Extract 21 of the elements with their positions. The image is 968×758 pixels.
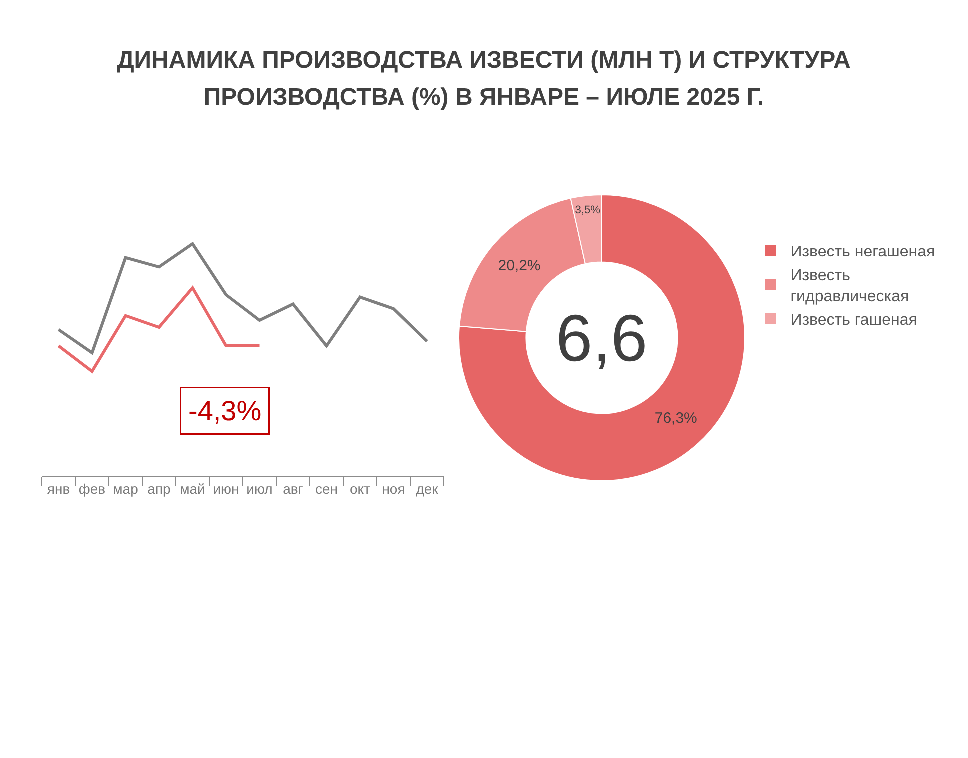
x-tick-label: авг <box>283 480 304 497</box>
data-label: 20,2% <box>498 258 541 275</box>
x-tick-label: сен <box>315 480 338 497</box>
x-tick-label: апр <box>148 480 172 497</box>
x-tick-label: май <box>180 480 206 497</box>
text: 6,6 <box>556 301 648 375</box>
x-tick-label: июн <box>213 480 240 497</box>
legend-label: Известь гашеная <box>790 312 918 330</box>
donut-slice <box>458 194 746 482</box>
x-tick-label: июл <box>246 480 273 497</box>
data-label: 76,3% <box>654 410 698 427</box>
x-tick-label: мар <box>113 480 139 497</box>
x-tick-label: дек <box>416 480 440 497</box>
x-tick-label: окт <box>350 480 372 497</box>
data-label: 3,5% <box>575 204 601 216</box>
x-tick-label: ноя <box>382 480 406 497</box>
annotation: -4,3% <box>188 396 262 426</box>
x-tick-label: янв <box>47 480 70 497</box>
chart-title: ДИНАМИКА ПРОИЗВОДСТВА ИЗВЕСТИ (МЛН Т) И СТРУКТУРА ПРОИЗВОДСТВА (%) В ЯНВАРЕ – ИЮЛЕ 2025 Г. <box>116 46 852 113</box>
x-tick-label: фев <box>78 480 106 497</box>
legend-label: Известь гидравлическая <box>790 268 910 306</box>
